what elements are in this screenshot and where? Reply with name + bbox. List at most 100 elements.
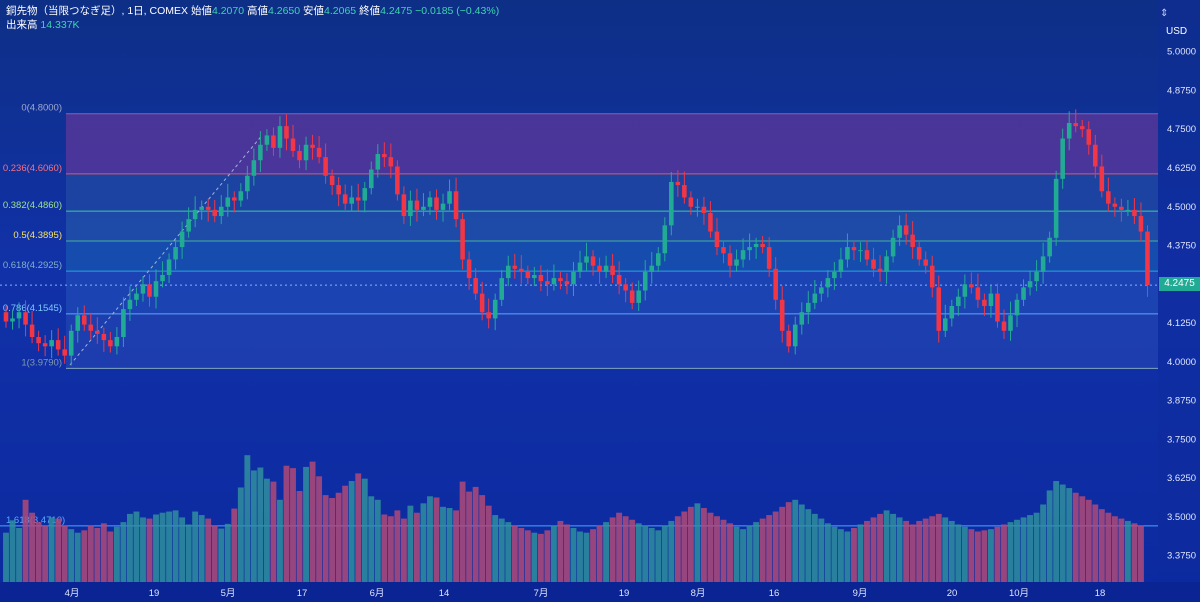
volume-bar xyxy=(1105,512,1112,582)
volume-bar xyxy=(192,511,199,582)
volume-bar xyxy=(511,525,518,582)
high-label: 高値 xyxy=(246,5,268,17)
volume-bar xyxy=(296,491,303,582)
volume-bar xyxy=(355,473,362,582)
volume-bar xyxy=(961,526,968,582)
candle-body xyxy=(577,262,583,272)
candle-body xyxy=(127,299,133,310)
currency-label[interactable]: USD xyxy=(1166,26,1188,37)
volume-bar xyxy=(466,491,473,582)
candle-body xyxy=(179,231,185,248)
candle-body xyxy=(192,209,198,220)
fib-level-label: 0(4.8000) xyxy=(21,103,62,114)
candle-body xyxy=(629,290,635,303)
candle-body xyxy=(1021,287,1026,300)
volume-bar xyxy=(883,510,890,582)
volume-bar xyxy=(942,517,949,582)
candle-body xyxy=(251,160,257,176)
volume-bar xyxy=(172,510,179,582)
volume-bar xyxy=(1053,481,1060,582)
volume-bar xyxy=(616,512,623,582)
trend-line[interactable] xyxy=(69,135,263,366)
candle-body xyxy=(956,296,961,306)
candle-body xyxy=(284,126,289,139)
volume-bar xyxy=(550,525,557,582)
open-label: 始値 xyxy=(190,5,212,17)
candle-body xyxy=(316,147,322,158)
volume-bar xyxy=(746,525,753,582)
time-axis-tick: 8月 xyxy=(691,588,706,599)
price-axis-tick: 3.3750 xyxy=(1167,551,1196,562)
candle-body xyxy=(603,265,609,272)
candle-body xyxy=(427,197,433,207)
candle-body xyxy=(740,250,746,260)
volume-bar xyxy=(798,504,805,582)
volume-bar xyxy=(1001,524,1007,582)
volume-value: 14.337K xyxy=(40,19,80,31)
volume-bar xyxy=(81,530,88,582)
candle-body xyxy=(682,185,687,198)
candle-body xyxy=(623,284,628,291)
close-value: 4.2475 xyxy=(380,5,413,17)
scale-settings-icon[interactable]: ⇕ xyxy=(1160,8,1169,19)
time-axis-tick: 18 xyxy=(1095,588,1106,599)
candle-body xyxy=(525,271,531,279)
low-label: 安値 xyxy=(303,5,325,17)
volume-bar xyxy=(35,522,42,582)
volume-bar xyxy=(974,531,981,582)
candle-body xyxy=(662,225,668,254)
volume-bar xyxy=(427,496,433,582)
candle-body xyxy=(532,274,537,279)
volume-bar xyxy=(1138,525,1144,582)
volume-bar xyxy=(433,497,440,582)
volume-bar xyxy=(329,498,336,582)
time-axis[interactable] xyxy=(0,582,1200,602)
price-axis[interactable] xyxy=(1158,0,1200,602)
candle-body xyxy=(232,197,237,201)
candle-body xyxy=(923,259,928,266)
volume-bar xyxy=(694,503,701,582)
candle-body xyxy=(368,169,374,189)
candle-body xyxy=(786,330,792,347)
volume-bar xyxy=(1020,517,1027,582)
candle-body xyxy=(812,293,818,303)
candle-body xyxy=(584,256,589,263)
volume-bar xyxy=(446,508,453,582)
symbol-title[interactable]: 銅先物（当限つなぎ足）, 1日, COMEX xyxy=(6,5,189,17)
candle-body xyxy=(336,185,341,195)
time-axis-tick: 14 xyxy=(439,588,450,599)
volume-bar xyxy=(237,487,244,582)
volume-bar xyxy=(981,530,988,582)
volume-bar xyxy=(661,525,668,582)
volume-bar xyxy=(1046,490,1053,582)
candle-body xyxy=(551,278,557,285)
volume-bar xyxy=(922,518,929,582)
candle-body xyxy=(942,318,948,331)
volume-bar xyxy=(785,502,792,582)
volume-bar xyxy=(498,518,505,582)
candle-body xyxy=(42,343,48,347)
volume-bar xyxy=(361,478,368,582)
candle-body xyxy=(329,175,335,186)
candle-body xyxy=(140,284,146,294)
volume-bar xyxy=(179,517,186,582)
volume-bar xyxy=(674,516,681,582)
volume-bar xyxy=(818,518,825,582)
candle-body xyxy=(512,265,518,269)
candle-body xyxy=(773,268,778,300)
candle-body xyxy=(988,293,994,306)
volume-bar xyxy=(733,526,740,582)
candle-body xyxy=(10,318,15,322)
candle-body xyxy=(571,271,576,285)
volume-bar xyxy=(909,524,916,582)
price-axis-tick: 3.8750 xyxy=(1167,396,1196,407)
candle-body xyxy=(558,278,563,282)
volume-bar xyxy=(198,515,205,582)
price-axis-tick: 3.6250 xyxy=(1167,473,1196,484)
fib-band xyxy=(66,271,1158,314)
candle-body xyxy=(434,197,439,210)
candle-body xyxy=(949,306,955,319)
candle-body xyxy=(1145,231,1150,286)
candle-body xyxy=(323,157,328,176)
